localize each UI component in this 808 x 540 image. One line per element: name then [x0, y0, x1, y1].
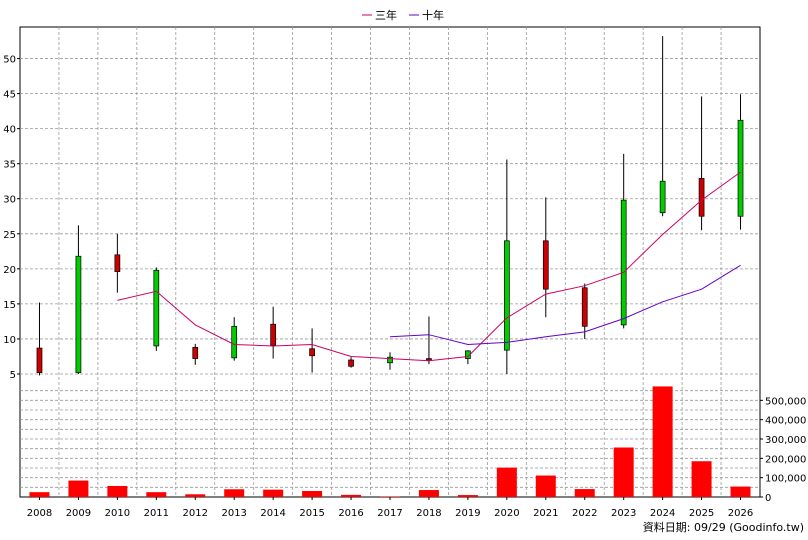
candle-body: [387, 356, 393, 364]
x-tick-label: 2026: [728, 508, 753, 519]
x-tick-label: 2009: [66, 508, 91, 519]
volume-axis: 0 100,000 200,000 300,000 400,000 500,000: [760, 396, 806, 504]
x-tick-label: 2020: [494, 508, 519, 519]
volume-bar: [107, 485, 128, 497]
x-tick-label: 2023: [611, 508, 636, 519]
price-tick-label: 15: [3, 300, 16, 311]
volume-bar: [574, 489, 595, 497]
price-tick-label: 35: [3, 160, 16, 171]
x-tick-label: 2017: [377, 508, 402, 519]
candle-body: [542, 240, 549, 290]
candle-body: [36, 347, 43, 373]
volume-bar: [496, 467, 517, 497]
footer-source: 資料日期: 09/29 (Goodinfo.tw): [643, 520, 804, 534]
x-tick-label: 2016: [338, 508, 363, 519]
volume-bar: [535, 475, 556, 497]
x-tick-label: 2008: [27, 508, 52, 519]
x-tick-label: 2025: [689, 508, 714, 519]
volume-bar: [613, 447, 634, 497]
volume-bar: [341, 494, 362, 497]
legend-label-3yr: 三年: [375, 8, 397, 22]
ma-line-3yr: [117, 171, 741, 362]
volume-bar: [457, 495, 478, 497]
x-axis: 2008 2009 2010 2011 2012 2013 2014 2015 2016 2017…: [27, 497, 753, 519]
price-axis: 5 10 15 20 25 30 35 40 45 50: [3, 55, 20, 381]
grid-lines: [20, 27, 760, 497]
volume-tick-label: 300,000: [765, 435, 806, 446]
price-tick-label: 50: [3, 55, 16, 66]
volume-bar: [302, 491, 323, 497]
candle-body: [114, 254, 121, 272]
x-tick-label: 2018: [416, 508, 441, 519]
price-tick-label: 10: [3, 335, 16, 346]
legend-label-10yr: 十年: [422, 8, 444, 22]
price-tick-label: 25: [3, 230, 16, 241]
volume-tick-label: 200,000: [765, 454, 806, 465]
price-tick-label: 45: [3, 90, 16, 101]
candle-body: [503, 240, 510, 351]
x-tick-label: 2012: [183, 508, 208, 519]
x-tick-label: 2011: [144, 508, 169, 519]
x-tick-label: 2019: [455, 508, 480, 519]
volume-bar: [691, 461, 712, 497]
candle-body: [309, 348, 315, 357]
candle-body: [698, 178, 705, 217]
candle-body: [231, 325, 238, 359]
x-tick-label: 2015: [299, 508, 324, 519]
x-tick-label: 2024: [650, 508, 675, 519]
candle-body: [192, 347, 199, 359]
x-tick-label: 2014: [260, 508, 285, 519]
x-tick-label: 2022: [572, 508, 597, 519]
candle-body: [581, 287, 588, 327]
volume-bar: [224, 489, 245, 497]
volume-bar: [68, 480, 89, 497]
legend: 三年 十年: [362, 8, 444, 22]
candle-body: [737, 119, 744, 217]
moving-average-lines: [117, 171, 741, 362]
price-tick-label: 30: [3, 195, 16, 206]
candle-body: [659, 180, 666, 214]
candle-body: [153, 269, 160, 347]
candle-body: [75, 255, 82, 373]
volume-bar: [730, 486, 751, 497]
ma-line-10yr: [389, 264, 741, 346]
price-tick-label: 5: [10, 370, 16, 381]
volume-tick-label: 400,000: [765, 416, 806, 427]
volume-bar: [418, 490, 439, 497]
volume-bar: [29, 492, 50, 497]
candle-body: [270, 323, 277, 346]
volume-bar: [380, 496, 400, 497]
volume-tick-label: 0: [765, 493, 771, 504]
plot-frame: [19, 26, 761, 498]
candle-body: [426, 358, 432, 361]
volume-bar: [146, 492, 167, 497]
candle-body: [620, 199, 627, 326]
x-tick-label: 2021: [533, 508, 558, 519]
price-tick-label: 20: [3, 265, 16, 276]
price-tick-label: 40: [3, 125, 16, 136]
volume-panel: [29, 386, 751, 497]
volume-bar: [185, 494, 206, 497]
volume-tick-label: 500,000: [765, 396, 806, 407]
candlestick-series: [36, 36, 744, 376]
x-tick-label: 2010: [105, 508, 130, 519]
volume-tick-label: 100,000: [765, 474, 806, 485]
x-tick-label: 2013: [221, 508, 246, 519]
candle-body: [348, 359, 354, 367]
volume-bar: [263, 489, 284, 497]
volume-bar: [652, 386, 673, 497]
